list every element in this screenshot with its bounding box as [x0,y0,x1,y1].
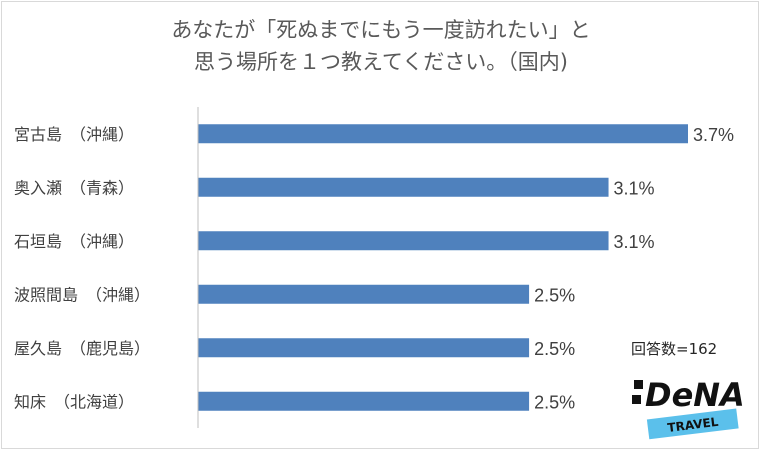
bar [198,391,530,411]
bar [198,231,609,251]
data-label: 3.7% [693,125,734,145]
bar [198,177,609,197]
data-label: 2.5% [534,392,575,412]
respondent-count: 回答数=162 [631,340,718,358]
category-label: 波照間島 （沖縄） [14,285,150,304]
logo-ribbon: TRAVEL [646,408,739,440]
logo-brand-text: DeNA [645,376,745,414]
bar [198,124,688,144]
data-label: 3.1% [614,178,655,198]
category-label: 宮古島 （沖縄） [14,125,134,144]
category-label: 奥入瀬 （青森） [14,178,134,197]
chart-title: あなたが「死ぬまでにもう一度訪れたい」と 思う場所を１つ教えてください。（国内) [0,14,762,78]
dena-travel-logo: DeNA TRAVEL [632,376,745,440]
category-label: 石垣島 （沖縄） [14,232,134,251]
bar [198,284,530,304]
category-label: 知床 （北海道） [14,392,134,411]
chart-title-line-2: 思う場所を１つ教えてください。（国内) [193,50,568,74]
data-label: 2.5% [534,285,575,305]
bar-series: 宮古島 （沖縄） 3.7% 奥入瀬 （青森） 3.1% 石垣島 （沖縄） 3.1% 波照間島… [14,124,734,412]
chart-title-line-1: あなたが「死ぬまでにもう一度訪れたい」と [171,18,591,42]
bar [198,338,530,358]
data-label: 3.1% [614,232,655,252]
logo-dots [632,380,643,404]
category-label: 屋久島 （鹿児島） [14,339,150,358]
data-label: 2.5% [534,339,575,359]
logo-sub-text: TRAVEL [667,415,720,435]
